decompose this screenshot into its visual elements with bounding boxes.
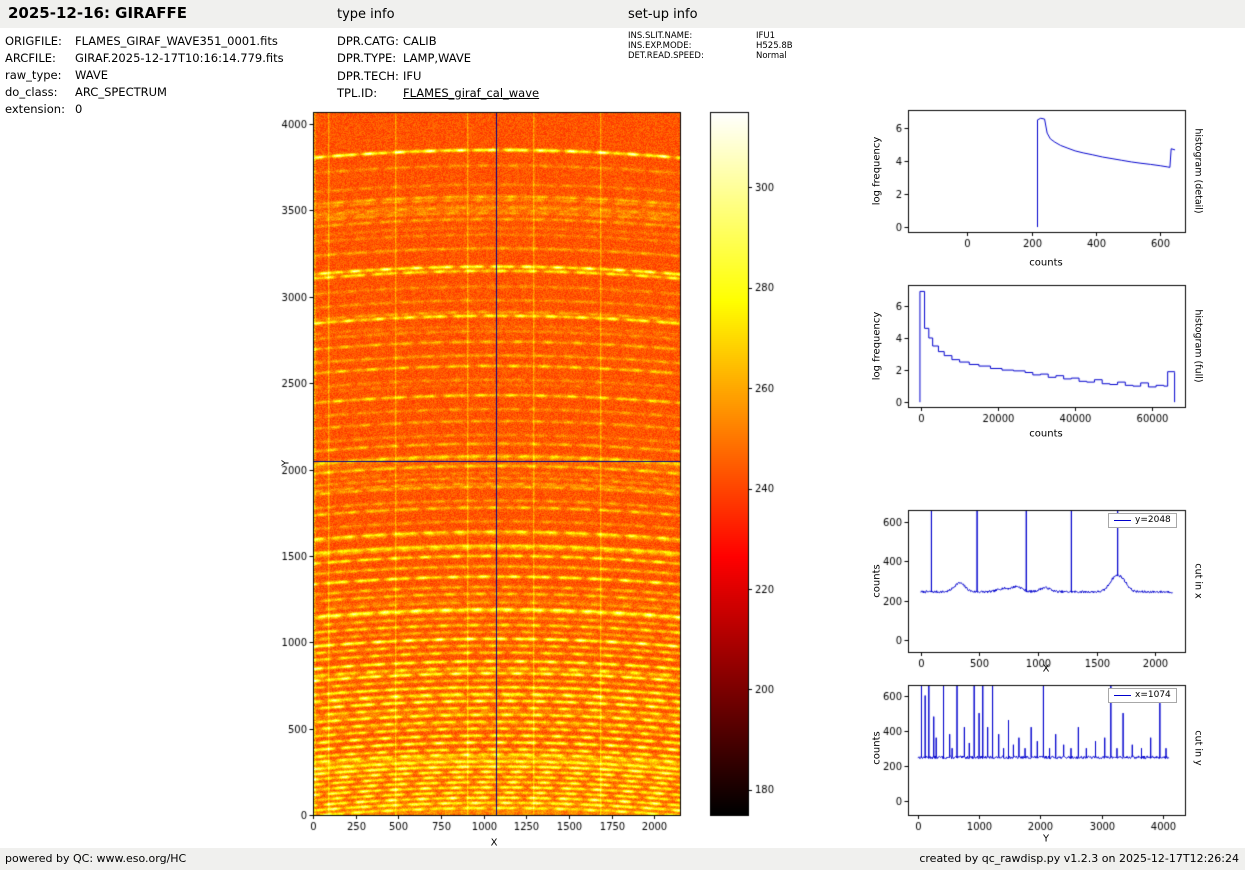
- hist-full-x-label: counts: [1029, 428, 1063, 440]
- meta-label: DPR.TECH:: [337, 68, 399, 83]
- meta-label: INS.SLIT.NAME:: [628, 31, 693, 41]
- meta-label: raw_type:: [5, 68, 62, 82]
- file-info-block: ORIGFILE: FLAMES_GIRAF_WAVE351_0001.fits …: [5, 33, 284, 118]
- meta-label: INS.EXP.MODE:: [628, 41, 692, 51]
- meta-value: LAMP,WAVE: [403, 51, 472, 66]
- raw-image-canvas: [268, 100, 688, 850]
- meta-value: IFU: [403, 68, 422, 83]
- legend-line-icon: [1114, 520, 1131, 521]
- meta-label: ARCFILE:: [5, 51, 56, 65]
- meta-value: H525.8B: [756, 41, 793, 51]
- cut-in-x-y-label: counts: [871, 564, 883, 598]
- hist-detail-y-label: log frequency: [871, 136, 883, 206]
- footer-powered-by: powered by QC: www.eso.org/HC: [5, 852, 187, 865]
- meta-value: CALIB: [403, 34, 437, 48]
- meta-row: extension: 0: [5, 101, 284, 118]
- meta-value: 0: [75, 102, 83, 116]
- meta-label: extension:: [5, 102, 65, 116]
- footer-created-by: created by qc_rawdisp.py v1.2.3 on 2025-…: [919, 852, 1239, 865]
- meta-value: FLAMES_GIRAF_WAVE351_0001.fits: [75, 34, 278, 48]
- meta-value: WAVE: [75, 68, 109, 82]
- cut-in-y-canvas: [860, 673, 1190, 853]
- cut-in-y-x-label: Y: [1042, 833, 1050, 845]
- meta-label: do_class:: [5, 85, 58, 99]
- meta-row: DPR.TYPE: LAMP,WAVE: [337, 50, 539, 67]
- meta-row: INS.SLIT.NAME: IFU1: [628, 31, 793, 41]
- type-info-block: DPR.CATG: CALIB DPR.TYPE: LAMP,WAVE DPR.TE…: [337, 33, 539, 103]
- cut-in-y-y-label: counts: [871, 731, 883, 765]
- colorbar-canvas: [700, 100, 800, 850]
- tpl-id-link[interactable]: FLAMES_giraf_cal_wave: [403, 86, 540, 101]
- legend-line-icon: [1114, 695, 1131, 696]
- hist-detail-x-label: counts: [1029, 257, 1063, 269]
- meta-row: ARCFILE: GIRAF.2025-12-17T10:16:14.779.fi…: [5, 50, 284, 67]
- cut-in-y-legend-label: x=1074: [1135, 690, 1171, 700]
- meta-value: GIRAF.2025-12-17T10:16:14.779.fits: [75, 51, 284, 65]
- page-title: 2025-12-16: GIRAFFE: [8, 4, 187, 22]
- meta-row: DPR.CATG: CALIB: [337, 33, 539, 50]
- histogram-detail-canvas: [860, 100, 1190, 275]
- meta-row: DET.READ.SPEED: Normal: [628, 51, 793, 61]
- cut-in-x-legend-label: y=2048: [1135, 515, 1171, 525]
- header-bar: 2025-12-16: GIRAFFE type info set-up inf…: [0, 0, 1245, 28]
- footer-bar: powered by QC: www.eso.org/HC created by…: [0, 848, 1245, 870]
- setup-info-heading: set-up info: [628, 7, 698, 22]
- cut-in-x-x-label: X: [1042, 663, 1050, 675]
- meta-label: TPL.ID:: [337, 86, 378, 101]
- meta-value: ARC_SPECTRUM: [75, 85, 167, 99]
- main-x-axis-label: X: [490, 837, 498, 849]
- main-y-axis-label: Y: [280, 459, 292, 467]
- cut-in-x-side-label: cut in x: [1192, 563, 1204, 599]
- histogram-full-canvas: [860, 275, 1190, 450]
- meta-label: DPR.TYPE:: [337, 51, 397, 66]
- meta-label: DET.READ.SPEED:: [628, 51, 704, 61]
- cut-in-x-legend: y=2048: [1108, 513, 1177, 528]
- meta-row: INS.EXP.MODE: H525.8B: [628, 41, 793, 51]
- cut-in-x-canvas: [860, 498, 1190, 678]
- hist-full-side-label: histogram (full): [1192, 309, 1204, 383]
- type-info-heading: type info: [337, 7, 395, 22]
- meta-row: raw_type: WAVE: [5, 67, 284, 84]
- meta-row: do_class: ARC_SPECTRUM: [5, 84, 284, 101]
- meta-label: DPR.CATG:: [337, 34, 399, 48]
- cut-in-y-side-label: cut in y: [1192, 730, 1204, 766]
- meta-value: IFU1: [756, 31, 776, 41]
- meta-row: ORIGFILE: FLAMES_GIRAF_WAVE351_0001.fits: [5, 33, 284, 50]
- meta-value: Normal: [756, 51, 787, 61]
- meta-row: TPL.ID: FLAMES_giraf_cal_wave: [337, 85, 539, 102]
- hist-detail-side-label: histogram (detail): [1192, 128, 1204, 214]
- cut-in-y-legend: x=1074: [1108, 688, 1177, 703]
- hist-full-y-label: log frequency: [871, 311, 883, 381]
- meta-row: DPR.TECH: IFU: [337, 68, 539, 85]
- meta-label: ORIGFILE:: [5, 34, 62, 48]
- setup-info-block: INS.SLIT.NAME: IFU1 INS.EXP.MODE: H525.8B …: [628, 31, 793, 61]
